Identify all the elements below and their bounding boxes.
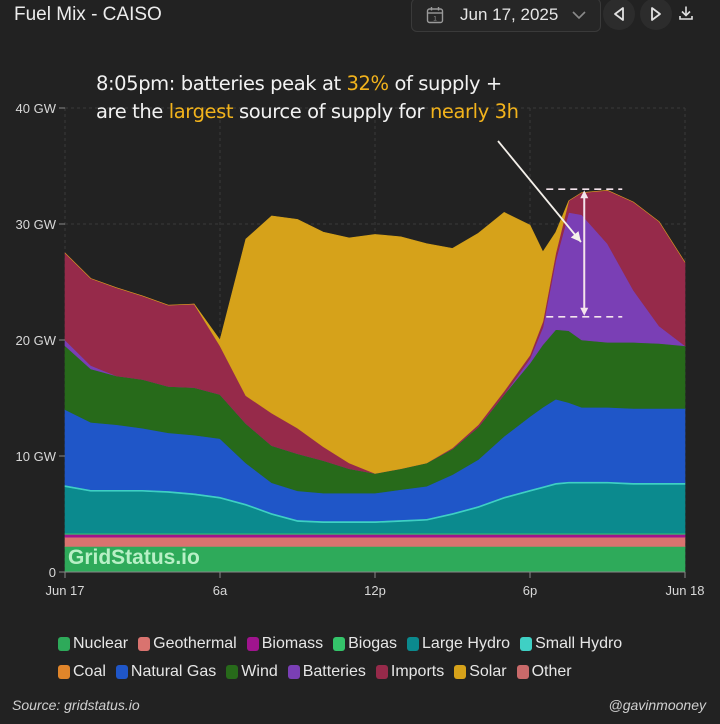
- legend-label: Biomass: [261, 635, 324, 652]
- battery-callout: [497, 140, 623, 318]
- legend-swatch: [287, 665, 300, 679]
- legend-swatch: [226, 665, 239, 679]
- legend-label: Nuclear: [73, 635, 129, 652]
- pointer-arrowhead: [570, 231, 581, 242]
- source-credit: Source: gridstatus.io: [12, 697, 140, 713]
- x-tick-label: Jun 17: [45, 583, 84, 598]
- legend-swatch: [375, 665, 388, 679]
- legend-swatch: [58, 665, 70, 679]
- x-tick-label: Jun 18: [665, 583, 704, 598]
- y-tick-label: 30 GW: [16, 217, 57, 232]
- chevron-down-icon: [572, 11, 586, 20]
- legend-item-nuclear[interactable]: Nuclear: [58, 635, 128, 653]
- legend-label: Wind: [241, 663, 278, 680]
- annotation-line-2: are the largest source of supply for nea…: [96, 100, 519, 123]
- legend-item-small-hydro[interactable]: Small Hydro: [520, 635, 622, 653]
- x-tick-label: 6a: [213, 583, 228, 598]
- highlight-percent: 32%: [346, 72, 390, 95]
- legend-label: Small Hydro: [535, 635, 623, 652]
- x-tick-label: 6p: [523, 583, 537, 598]
- x-tick-label: 12p: [364, 583, 386, 598]
- svg-text:1: 1: [433, 16, 437, 23]
- legend-label: Coal: [73, 663, 106, 680]
- y-tick-label: 40 GW: [16, 101, 57, 116]
- legend-swatch: [454, 665, 467, 679]
- area-biomass: [64, 534, 686, 538]
- date-value: Jun 17, 2025: [460, 5, 559, 24]
- legend-item-wind[interactable]: Wind: [226, 663, 278, 681]
- legend-label: Natural Gas: [130, 663, 217, 680]
- watermark: GridStatus.io: [68, 546, 200, 569]
- triangle-left-icon: [614, 7, 624, 21]
- legend-item-imports[interactable]: Imports: [375, 663, 445, 681]
- legend-label: Batteries: [302, 663, 366, 680]
- legend-swatch: [58, 637, 70, 651]
- fuel-mix-chart: 0 10 GW 20 GW 30 GW 40 GW Jun 17 6a 12p 6p Jun 18…: [16, 101, 705, 598]
- legend-item-natural-gas[interactable]: Natural Gas: [115, 663, 217, 681]
- y-tick-label: 20 GW: [16, 333, 57, 348]
- annotation-line-1: 8:05pm: batteries peak at 32% of supply …: [96, 72, 502, 95]
- arrowhead-up: [580, 190, 589, 199]
- legend-item-coal[interactable]: Coal: [58, 663, 106, 681]
- legend-item-other[interactable]: Other: [516, 663, 572, 681]
- legend-swatch: [407, 637, 420, 651]
- legend-label: Large Hydro: [422, 635, 511, 652]
- legend-label: Geothermal: [153, 635, 237, 652]
- date-picker[interactable]: 1 Jun 17, 2025: [411, 0, 601, 32]
- area-solar: [64, 190, 686, 474]
- legend-item-biogas[interactable]: Biogas: [333, 635, 397, 653]
- legend-swatch: [520, 637, 533, 651]
- calendar-icon: 1: [426, 7, 444, 24]
- highlight-duration: nearly 3h: [429, 100, 519, 123]
- arrowhead-down: [580, 307, 589, 316]
- legend-label: Solar: [469, 663, 507, 680]
- previous-day-button[interactable]: [603, 0, 635, 30]
- next-day-button[interactable]: [640, 0, 672, 30]
- highlight-largest: largest: [168, 100, 234, 123]
- legend-label: Biogas: [348, 635, 398, 652]
- annotation-text: 8:05pm: batteries peak at 32% of supply …: [96, 70, 519, 126]
- y-tick-label: 10 GW: [16, 449, 57, 464]
- legend-item-geothermal[interactable]: Geothermal: [138, 635, 237, 653]
- download-icon[interactable]: [678, 5, 694, 21]
- pointer-arrow: [497, 140, 582, 243]
- triangle-right-icon: [651, 7, 661, 21]
- page-title: Fuel Mix - CAISO: [14, 4, 162, 25]
- legend-item-large-hydro[interactable]: Large Hydro: [407, 635, 510, 653]
- legend-item-batteries[interactable]: Batteries: [287, 663, 366, 681]
- axes: 0 10 GW 20 GW 30 GW 40 GW Jun 17 6a 12p 6p Jun 18: [16, 101, 705, 598]
- legend-swatch: [138, 637, 151, 651]
- legend-swatch: [333, 637, 346, 651]
- legend: Nuclear Geothermal Biomass Biogas Large Hydr…: [58, 630, 708, 686]
- author-handle: @gavinmooney: [608, 697, 707, 713]
- y-tick-label: 0: [49, 565, 56, 580]
- legend-swatch: [115, 665, 128, 679]
- legend-swatch: [516, 665, 529, 679]
- legend-item-solar[interactable]: Solar: [454, 663, 507, 681]
- legend-label: Other: [531, 663, 572, 680]
- legend-item-biomass[interactable]: Biomass: [246, 635, 324, 653]
- legend-label: Imports: [390, 663, 445, 680]
- legend-swatch: [246, 637, 259, 651]
- stacked-areas: [64, 190, 687, 573]
